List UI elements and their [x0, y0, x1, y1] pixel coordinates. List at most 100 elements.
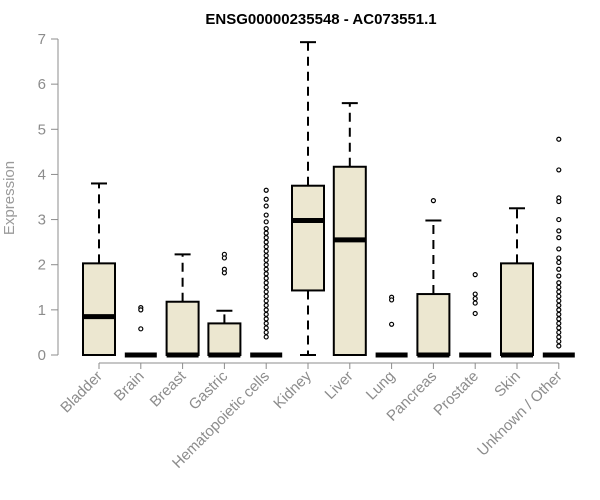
- box-brain: [124, 305, 157, 358]
- box-body: [82, 262, 116, 356]
- outlier-point: [263, 271, 269, 277]
- y-tick-label: 6: [38, 76, 46, 93]
- box-pancreas: [416, 198, 451, 358]
- outlier-point: [556, 311, 562, 317]
- outlier-point: [556, 289, 562, 295]
- box-body: [332, 165, 367, 356]
- box-skin: [500, 207, 534, 358]
- outlier-point: [556, 255, 562, 261]
- x-tick-label: Kidney: [270, 367, 315, 412]
- outlier-point: [263, 239, 269, 245]
- y-tick-label: 1: [38, 302, 46, 319]
- outlier-point: [556, 266, 562, 272]
- outlier-point: [263, 244, 269, 250]
- box-lung: [375, 294, 408, 358]
- box-kidney: [291, 41, 325, 356]
- outlier-point: [556, 216, 562, 223]
- outlier-point: [263, 307, 269, 313]
- outlier-point: [263, 280, 269, 286]
- box-series: [82, 41, 575, 358]
- y-tick-label: 3: [38, 212, 46, 229]
- outlier-point: [263, 262, 269, 268]
- y-tick-label: 5: [38, 121, 46, 138]
- outlier-point: [556, 259, 562, 266]
- outlier-point: [472, 291, 478, 297]
- box-unknown-other: [542, 136, 575, 358]
- outlier-point: [263, 334, 269, 340]
- outlier-point: [472, 300, 478, 306]
- y-axis: 0 1 2 3 4 5 6 7: [38, 31, 59, 364]
- outlier-point: [556, 325, 562, 331]
- outlier-point: [138, 326, 144, 332]
- outlier-point: [556, 280, 562, 286]
- outlier-point: [263, 230, 269, 236]
- outlier-point: [263, 302, 269, 308]
- outlier-point: [263, 275, 269, 281]
- chart-title: ENSG00000235548 - AC073551.1: [205, 11, 436, 28]
- outlier-point: [263, 311, 269, 317]
- outlier-point: [263, 284, 269, 290]
- x-tick-label: Breast: [147, 367, 190, 410]
- outlier-point: [263, 293, 269, 299]
- outlier-point: [263, 203, 269, 209]
- x-tick-label: Brain: [111, 368, 148, 405]
- outlier-point: [472, 310, 478, 317]
- outlier-point: [556, 316, 562, 322]
- box-body: [500, 262, 534, 356]
- box-body: [165, 300, 200, 356]
- outlier-point: [263, 316, 269, 322]
- outlier-point: [263, 289, 269, 295]
- y-tick-label: 0: [38, 347, 46, 364]
- outlier-point: [430, 198, 436, 204]
- box-body: [416, 293, 451, 356]
- outlier-point: [263, 226, 269, 232]
- outlier-point: [556, 343, 562, 349]
- outlier-point: [556, 307, 562, 313]
- outlier-point: [556, 273, 562, 279]
- y-tick-label: 7: [38, 31, 46, 48]
- outlier-point: [263, 219, 269, 225]
- outlier-point: [556, 284, 562, 290]
- outlier-point: [556, 136, 562, 142]
- outlier-point: [263, 257, 269, 263]
- outlier-point: [263, 196, 269, 202]
- outlier-point: [556, 228, 562, 234]
- box-liver: [332, 102, 367, 356]
- x-tick-label: Skin: [491, 368, 524, 401]
- outlier-point: [263, 266, 269, 272]
- box-body: [207, 322, 242, 356]
- outlier-point: [263, 253, 269, 259]
- box-gastric: [207, 251, 242, 358]
- outlier-point: [556, 329, 562, 336]
- outlier-point: [556, 302, 562, 308]
- outlier-point: [263, 329, 269, 336]
- y-tick-label: 4: [38, 166, 46, 183]
- outlier-point: [263, 325, 269, 331]
- y-tick-label: 2: [38, 257, 46, 274]
- outlier-point: [221, 270, 227, 276]
- outlier-point: [263, 248, 269, 254]
- outlier-point: [389, 321, 395, 327]
- outlier-point: [263, 187, 269, 193]
- outlier-point: [263, 298, 269, 304]
- outlier-point: [556, 298, 562, 304]
- outlier-point: [263, 212, 269, 218]
- y-axis-label: Expression: [1, 161, 18, 235]
- outlier-point: [263, 235, 269, 241]
- outlier-point: [138, 307, 144, 313]
- x-tick-label: Prostate: [430, 368, 482, 420]
- x-tick-label: Lung: [363, 368, 399, 404]
- outlier-point: [221, 255, 227, 261]
- outlier-point: [389, 297, 395, 303]
- x-tick-label: Liver: [322, 368, 357, 403]
- outlier-point: [556, 167, 562, 173]
- box-bladder: [82, 182, 116, 356]
- outlier-point: [556, 246, 562, 252]
- outlier-point: [263, 320, 269, 326]
- outlier-point: [556, 293, 562, 299]
- outlier-point: [556, 235, 562, 241]
- outlier-point: [556, 338, 562, 345]
- x-tick-label: Bladder: [57, 368, 106, 417]
